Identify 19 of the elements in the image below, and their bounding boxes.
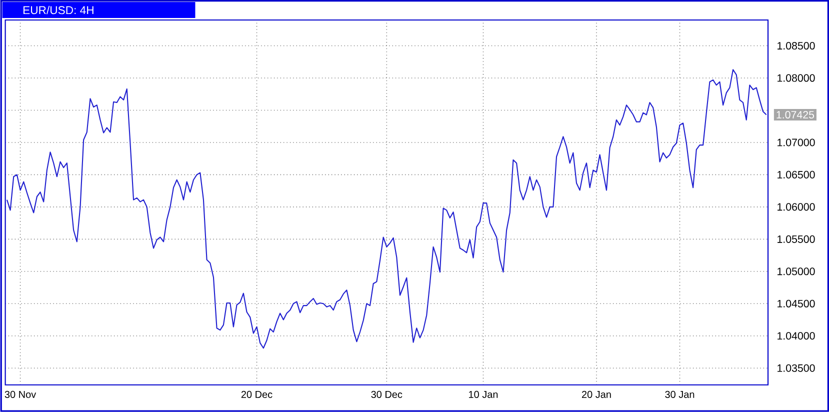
x-tick-label: 30 Dec	[371, 390, 402, 398]
text: 1.07425	[776, 111, 814, 119]
x-tick-label: 30 Nov	[4, 390, 36, 398]
y-tick-label: 1.03500	[778, 364, 815, 372]
y-tick-label: 1.04500	[778, 300, 815, 308]
y-tick-label: 1.06500	[778, 171, 815, 179]
x-tick-label: 20 Jan	[582, 390, 611, 398]
x-tick-label: 30 Jan	[665, 390, 694, 398]
y-tick-label: 1.08500	[778, 42, 815, 50]
y-tick-label: 1.05000	[778, 268, 815, 276]
y-tick-label: 1.07000	[778, 138, 815, 146]
y-tick-label: 1.08000	[778, 74, 815, 82]
y-tick-label: 1.06000	[778, 203, 815, 211]
y-tick-label: 1.04000	[778, 332, 815, 340]
x-tick-label: 10 Jan	[468, 390, 498, 398]
x-tick-label: 20 Dec	[241, 390, 272, 398]
y-tick-label: 1.05500	[778, 235, 815, 244]
line-series	[6, 69, 767, 349]
chart-title: EUR/USD: 4H	[23, 6, 94, 14]
